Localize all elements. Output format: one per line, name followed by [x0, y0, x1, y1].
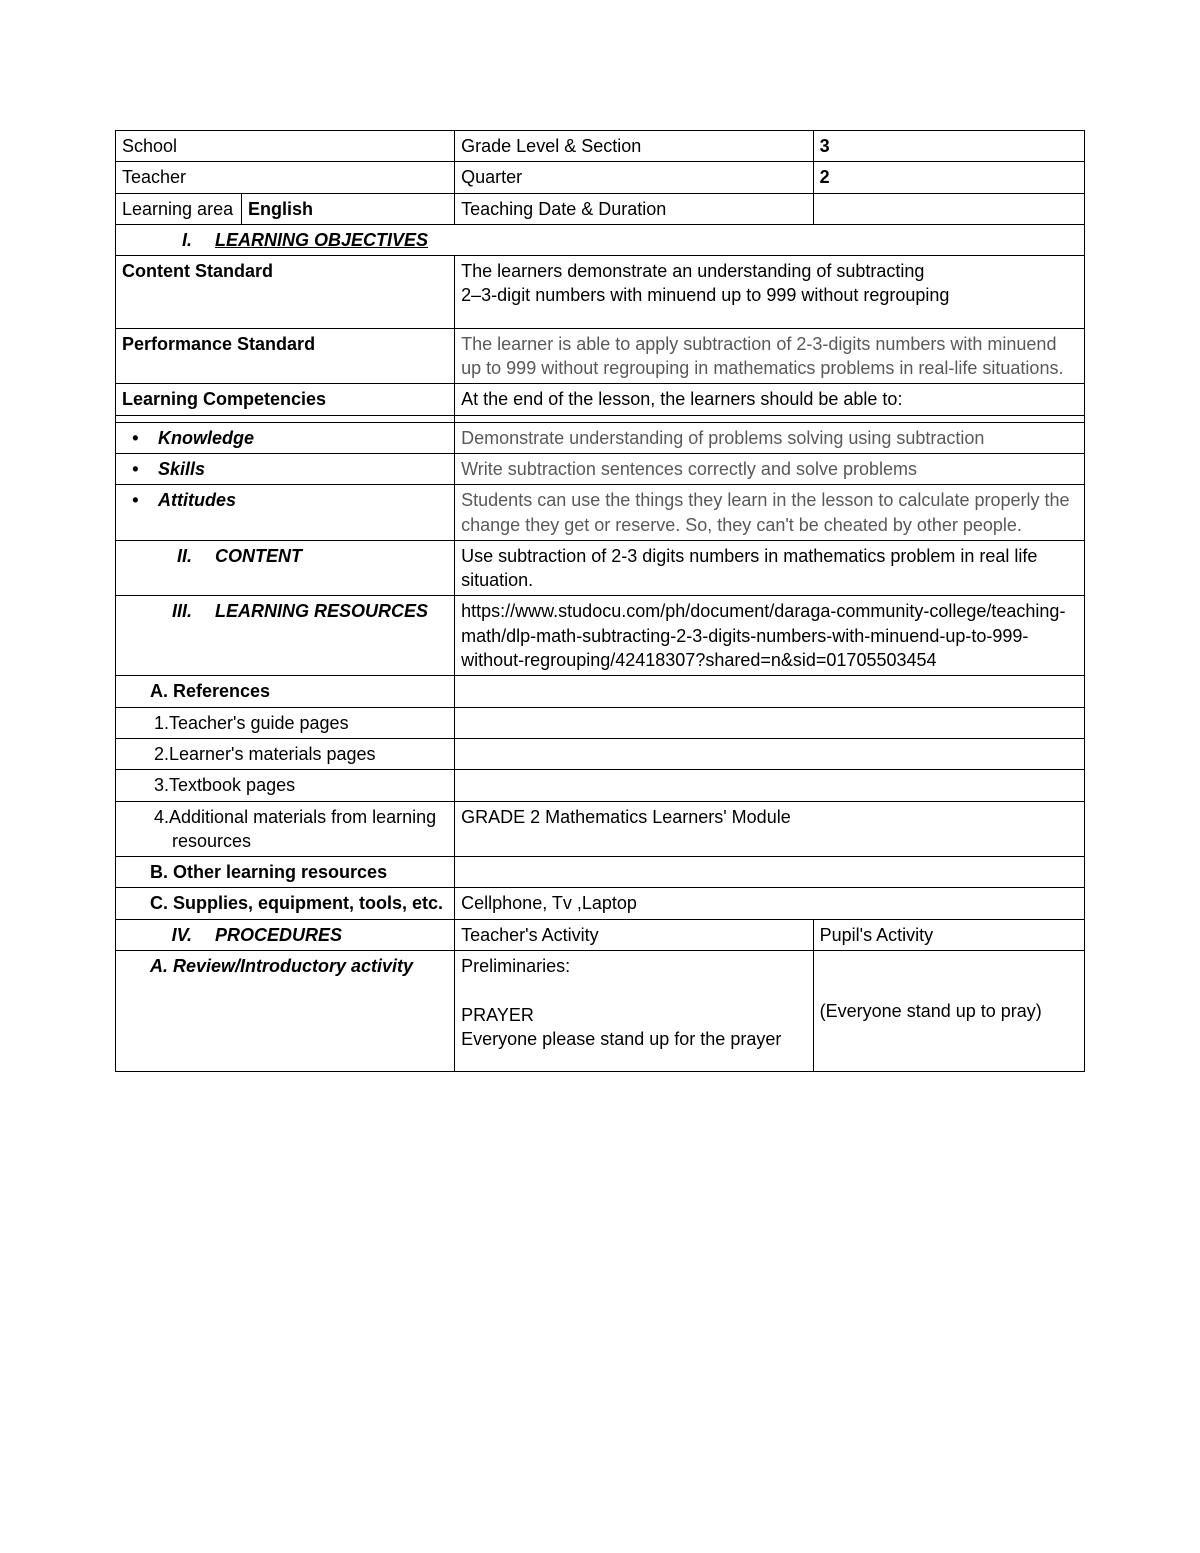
ref3-cell: 3.Textbook pages — [116, 770, 455, 801]
table-row: Skills Write subtraction sentences corre… — [116, 453, 1085, 484]
pupil-activity-header: Pupil's Activity — [813, 919, 1084, 950]
table-row: Content Standard The learners demonstrat… — [116, 256, 1085, 329]
ref4-value: GRADE 2 Mathematics Learners' Module — [455, 801, 1085, 857]
section-iv-heading: IV. PROCEDURES — [116, 919, 455, 950]
table-row: 2.Learner's materials pages — [116, 738, 1085, 769]
section-iv-title: PROCEDURES — [215, 925, 342, 945]
date-value — [813, 193, 1084, 224]
document-page: School Grade Level & Section 3 Teacher Q… — [0, 0, 1200, 1553]
references-c-label: C. Supplies, equipment, tools, etc. — [122, 891, 448, 915]
ref3-value — [455, 770, 1085, 801]
content-standard-text: The learners demonstrate an understandin… — [455, 256, 1085, 329]
procedure-a-cell: A. Review/Introductory activity — [116, 951, 455, 1072]
references-b-label: B. Other learning resources — [122, 860, 448, 884]
grade-value: 3 — [813, 131, 1084, 162]
table-row: B. Other learning resources — [116, 857, 1085, 888]
section-i-title: LEARNING OBJECTIVES — [215, 230, 428, 250]
table-row: A. References — [116, 676, 1085, 707]
skills-cell: Skills — [116, 453, 455, 484]
table-row: 3.Textbook pages — [116, 770, 1085, 801]
procedure-a-label: A. Review/Introductory activity — [122, 954, 448, 978]
references-c-cell: C. Supplies, equipment, tools, etc. — [116, 888, 455, 919]
content-standard-label: Content Standard — [116, 256, 455, 329]
ref4-cell: 4.Additional materials from learning res… — [116, 801, 455, 857]
table-row: Performance Standard The learner is able… — [116, 328, 1085, 384]
table-row: IV. PROCEDURES Teacher's Activity Pupil'… — [116, 919, 1085, 950]
spacer-cell — [116, 415, 242, 422]
attitudes-text: Students can use the things they learn i… — [455, 485, 1085, 541]
ref2-label: 2.Learner's materials pages — [122, 742, 448, 766]
table-row: Teacher Quarter 2 — [116, 162, 1085, 193]
table-row: I. LEARNING OBJECTIVES — [116, 224, 1085, 255]
table-row: Attitudes Students can use the things th… — [116, 485, 1085, 541]
teacher-activity-header: Teacher's Activity — [455, 919, 814, 950]
performance-standard-text: The learner is able to apply subtraction… — [455, 328, 1085, 384]
ref2-cell: 2.Learner's materials pages — [116, 738, 455, 769]
table-row: III. LEARNING RESOURCES https://www.stud… — [116, 596, 1085, 676]
section-iii-heading: III. LEARNING RESOURCES — [116, 596, 455, 676]
section-i-heading: I. LEARNING OBJECTIVES — [116, 224, 1085, 255]
procedure-a-teacher: Preliminaries: PRAYER Everyone please st… — [455, 951, 814, 1072]
quarter-value: 2 — [813, 162, 1084, 193]
lesson-plan-table: School Grade Level & Section 3 Teacher Q… — [115, 130, 1085, 1072]
ref1-value — [455, 707, 1085, 738]
ref1-label: 1.Teacher's guide pages — [122, 711, 448, 735]
knowledge-text: Demonstrate understanding of problems so… — [455, 422, 1085, 453]
procedure-a-pupil: (Everyone stand up to pray) — [813, 951, 1084, 1072]
date-label: Teaching Date & Duration — [455, 193, 814, 224]
roman-ii: II. — [152, 544, 210, 568]
section-iii-title: LEARNING RESOURCES — [215, 601, 428, 621]
school-label: School — [116, 131, 455, 162]
learning-competencies-text: At the end of the lesson, the learners s… — [455, 384, 1085, 415]
quarter-label: Quarter — [455, 162, 814, 193]
section-ii-title: CONTENT — [215, 546, 302, 566]
ref1-cell: 1.Teacher's guide pages — [116, 707, 455, 738]
spacer-cell — [455, 415, 1085, 422]
learning-competencies-label: Learning Competencies — [116, 384, 455, 415]
ref4-label: 4.Additional materials from learning res… — [122, 805, 448, 854]
table-row: 4.Additional materials from learning res… — [116, 801, 1085, 857]
table-row: 1.Teacher's guide pages — [116, 707, 1085, 738]
area-label: Learning area — [116, 193, 242, 224]
area-value: English — [241, 193, 454, 224]
knowledge-label: Knowledge — [122, 426, 448, 450]
references-b-cell: B. Other learning resources — [116, 857, 455, 888]
knowledge-cell: Knowledge — [116, 422, 455, 453]
roman-iii: III. — [152, 599, 210, 623]
references-a-cell: A. References — [116, 676, 455, 707]
grade-label: Grade Level & Section — [455, 131, 814, 162]
section-ii-heading: II. CONTENT — [116, 540, 455, 596]
spacer-cell — [241, 415, 454, 422]
section-iii-text: https://www.studocu.com/ph/document/dara… — [455, 596, 1085, 676]
table-row: School Grade Level & Section 3 — [116, 131, 1085, 162]
teacher-label: Teacher — [116, 162, 455, 193]
references-b-value — [455, 857, 1085, 888]
references-c-value: Cellphone, Tv ,Laptop — [455, 888, 1085, 919]
references-a-value — [455, 676, 1085, 707]
table-row: Learning Competencies At the end of the … — [116, 384, 1085, 415]
ref2-value — [455, 738, 1085, 769]
ref3-label: 3.Textbook pages — [122, 773, 448, 797]
attitudes-label: Attitudes — [122, 488, 448, 512]
table-row: II. CONTENT Use subtraction of 2-3 digit… — [116, 540, 1085, 596]
skills-label: Skills — [122, 457, 448, 481]
table-row: C. Supplies, equipment, tools, etc. Cell… — [116, 888, 1085, 919]
table-row: Knowledge Demonstrate understanding of p… — [116, 422, 1085, 453]
roman-iv: IV. — [152, 923, 210, 947]
roman-i: I. — [152, 228, 210, 252]
references-a-label: A. References — [122, 679, 448, 703]
table-row: A. Review/Introductory activity Prelimin… — [116, 951, 1085, 1072]
table-row: Learning area English Teaching Date & Du… — [116, 193, 1085, 224]
attitudes-cell: Attitudes — [116, 485, 455, 541]
section-ii-text: Use subtraction of 2-3 digits numbers in… — [455, 540, 1085, 596]
table-row — [116, 415, 1085, 422]
performance-standard-label: Performance Standard — [116, 328, 455, 384]
skills-text: Write subtraction sentences correctly an… — [455, 453, 1085, 484]
